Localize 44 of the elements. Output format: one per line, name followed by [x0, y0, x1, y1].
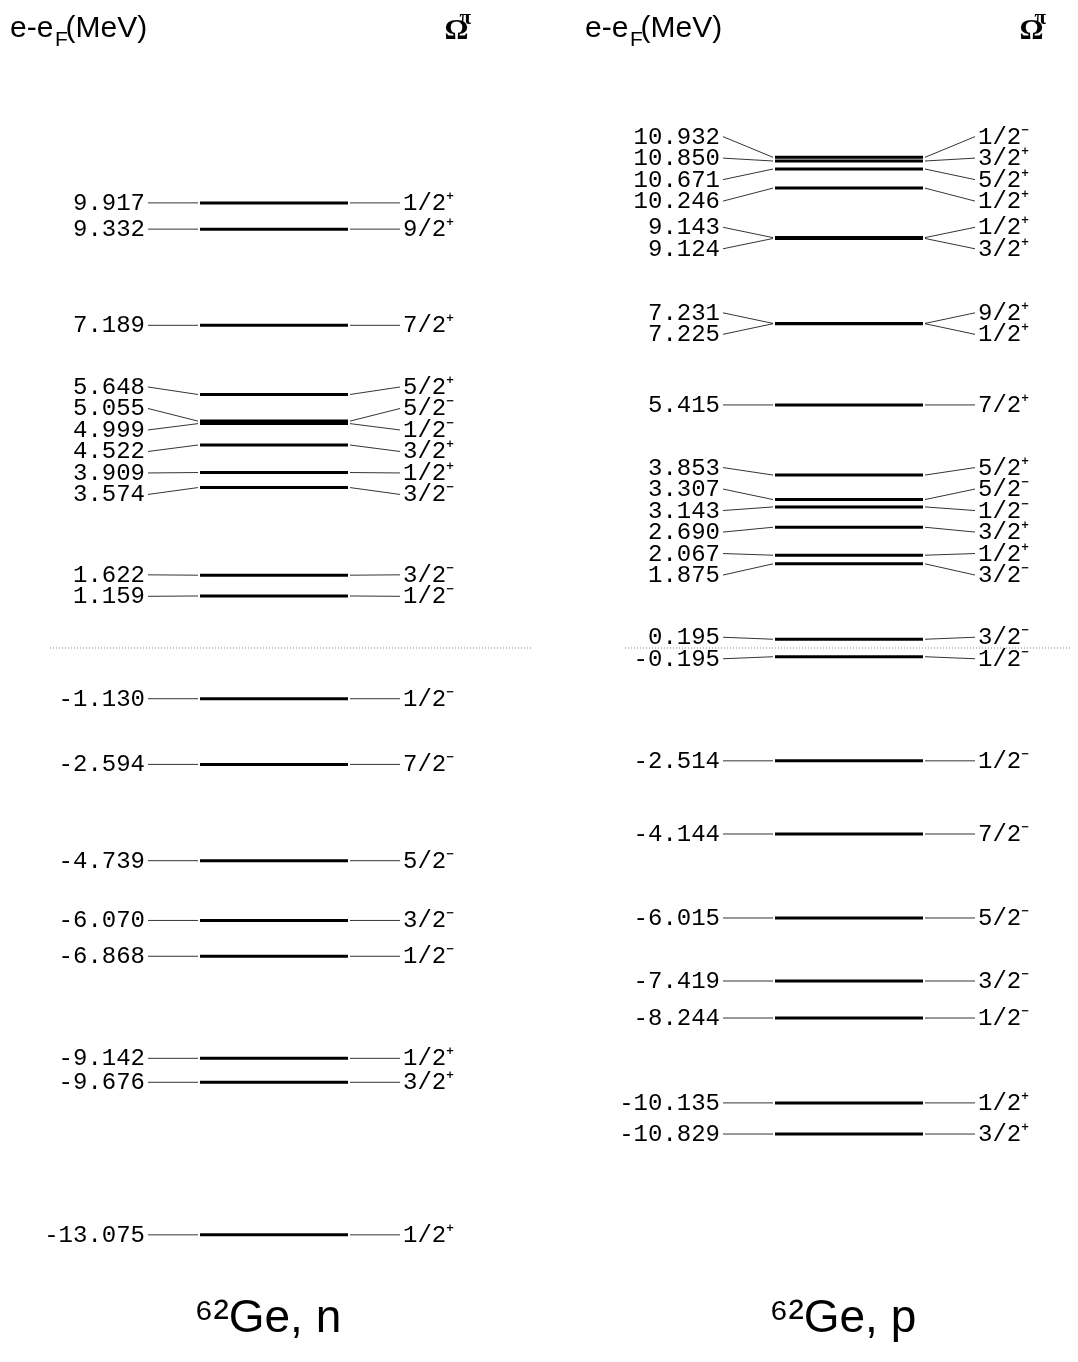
data-label: -6.070 — [58, 907, 145, 935]
category-label: 7/2⁺ — [978, 391, 1030, 419]
data-label: -7.419 — [633, 967, 720, 995]
data-label: -4.739 — [58, 847, 145, 875]
category-label: 3/2⁻ — [978, 967, 1030, 995]
category-label: 1/2⁻ — [978, 1005, 1030, 1033]
category-label: 5/2⁻ — [403, 847, 455, 875]
text: ⁶²Ge, n — [194, 1290, 342, 1342]
data-label: -1.130 — [58, 685, 145, 713]
category-label: 1/2⁺ — [403, 189, 455, 217]
data-label: -6.015 — [633, 904, 720, 932]
data-label: 1.875 — [647, 562, 720, 590]
category-label: 9/2⁺ — [403, 216, 455, 244]
category-label: 3/2⁺ — [978, 1121, 1030, 1149]
data-label: -8.244 — [633, 1005, 720, 1033]
category-label: 7/2⁻ — [403, 751, 455, 779]
category-label: 1/2⁻ — [403, 943, 455, 971]
category-label: 1/2⁻ — [403, 685, 455, 713]
data-label: 5.415 — [647, 391, 720, 419]
text: ⁶²Ge, p — [769, 1290, 917, 1342]
data-label: -10.135 — [619, 1089, 720, 1117]
data-label: -2.514 — [633, 747, 720, 775]
category-label: 1/2⁺ — [978, 1089, 1030, 1117]
category-label: 5/2⁻ — [978, 904, 1030, 932]
data-label: -10.829 — [619, 1121, 720, 1149]
data-label: 9.917 — [72, 189, 145, 217]
category-label: 7/2⁻ — [978, 820, 1030, 848]
data-label: -4.144 — [633, 820, 720, 848]
category-label: 1/2⁺ — [403, 1221, 455, 1249]
data-label: 1.159 — [72, 583, 145, 611]
category-label: 3/2⁻ — [403, 907, 455, 935]
data-label: -6.868 — [58, 943, 145, 971]
category-label: 1/2⁻ — [978, 747, 1030, 775]
category-label: 7/2⁺ — [403, 312, 455, 340]
category-label: 3/2⁺ — [403, 1069, 455, 1097]
data-label: -0.195 — [633, 645, 720, 673]
data-label: 10.246 — [633, 188, 720, 216]
data-label: 9.332 — [72, 216, 145, 244]
data-label: 3.574 — [72, 481, 145, 509]
data-label: 7.225 — [647, 321, 720, 349]
data-label: -13.075 — [44, 1221, 145, 1249]
data-label: 7.189 — [72, 312, 145, 340]
data-label: -2.594 — [58, 751, 145, 779]
data-label: 9.124 — [647, 235, 720, 263]
